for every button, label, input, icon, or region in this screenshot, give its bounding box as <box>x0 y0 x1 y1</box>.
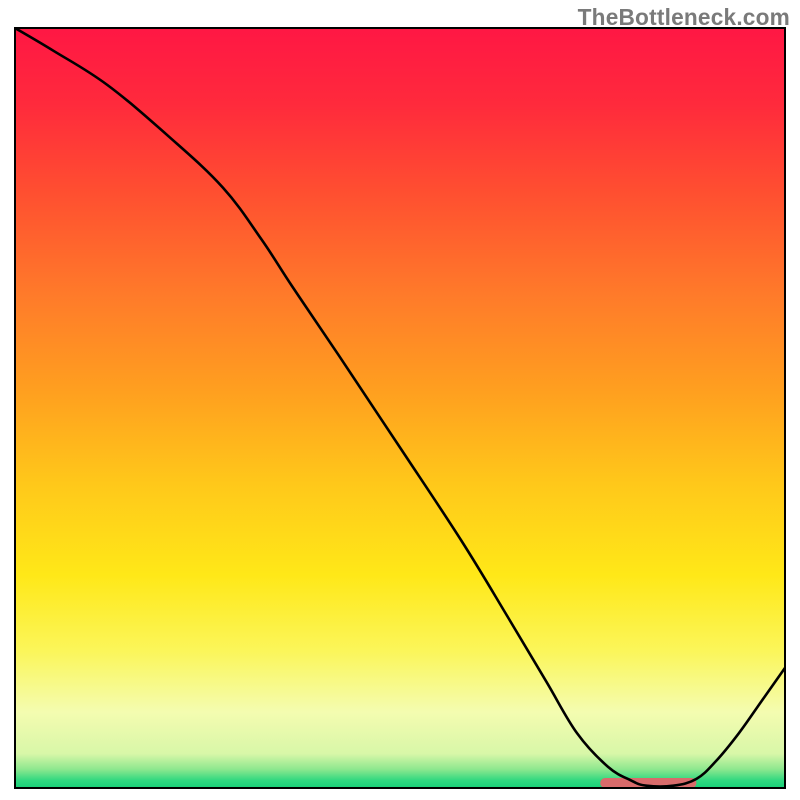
chart-svg <box>0 0 800 800</box>
watermark-text: TheBottleneck.com <box>578 4 790 31</box>
chart-canvas: TheBottleneck.com <box>0 0 800 800</box>
gradient-background <box>15 28 785 788</box>
